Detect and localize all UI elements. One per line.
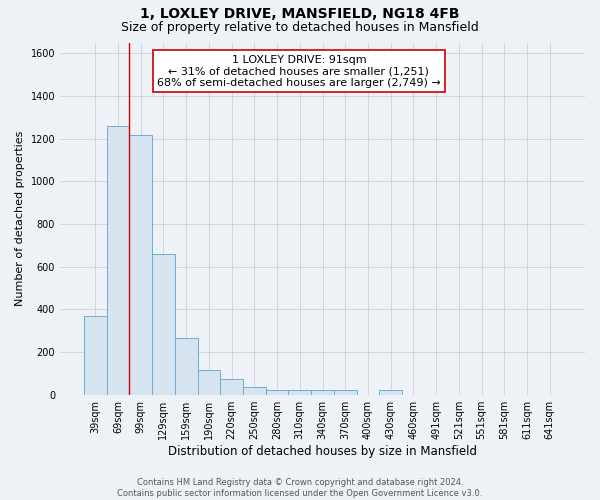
- Bar: [84, 316, 107, 394]
- Bar: [197, 370, 220, 394]
- Bar: [311, 390, 334, 394]
- Bar: [175, 338, 197, 394]
- Bar: [334, 390, 356, 394]
- Bar: [266, 390, 289, 394]
- X-axis label: Distribution of detached houses by size in Mansfield: Distribution of detached houses by size …: [168, 444, 477, 458]
- Text: Size of property relative to detached houses in Mansfield: Size of property relative to detached ho…: [121, 21, 479, 34]
- Bar: [107, 126, 130, 394]
- Text: 1, LOXLEY DRIVE, MANSFIELD, NG18 4FB: 1, LOXLEY DRIVE, MANSFIELD, NG18 4FB: [140, 8, 460, 22]
- Bar: [130, 136, 152, 394]
- Y-axis label: Number of detached properties: Number of detached properties: [15, 131, 25, 306]
- Bar: [243, 386, 266, 394]
- Text: Contains HM Land Registry data © Crown copyright and database right 2024.
Contai: Contains HM Land Registry data © Crown c…: [118, 478, 482, 498]
- Bar: [289, 390, 311, 394]
- Bar: [152, 254, 175, 394]
- Text: 1 LOXLEY DRIVE: 91sqm
← 31% of detached houses are smaller (1,251)
68% of semi-d: 1 LOXLEY DRIVE: 91sqm ← 31% of detached …: [157, 55, 441, 88]
- Bar: [379, 390, 402, 394]
- Bar: [220, 378, 243, 394]
